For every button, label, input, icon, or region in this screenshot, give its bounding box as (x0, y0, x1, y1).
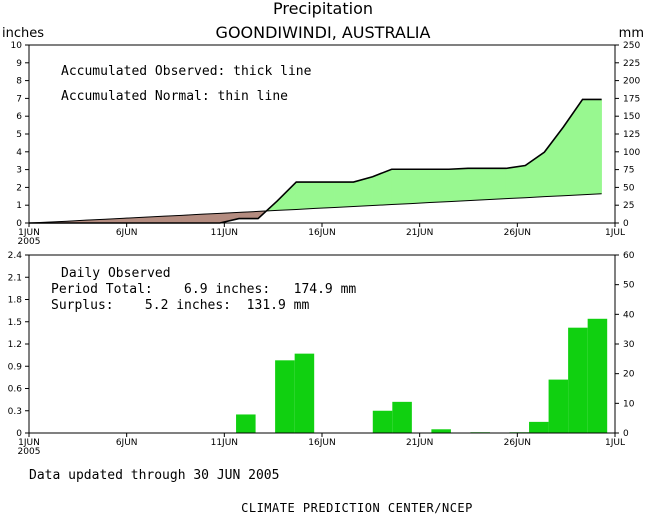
accumulated-right-tick-label: 250 (623, 41, 640, 51)
daily-bar (372, 410, 393, 433)
surplus-area (372, 168, 392, 206)
credit-line: CLIMATE PREDICTION CENTER/NCEP (241, 501, 473, 515)
daily-bar (529, 421, 549, 433)
surplus-area (276, 181, 297, 211)
daily-left-tick-label: 2.4 (8, 251, 23, 261)
surplus-area (410, 168, 431, 204)
daily-left-tick-label: 1.5 (8, 318, 22, 328)
period-total-label: Period Total: 6.9 inches: 174.9 mm (51, 282, 356, 297)
daily-left-tick-label: 0.6 (8, 385, 23, 395)
daily-left-tick-label: 0 (16, 429, 22, 439)
surplus-label: Surplus: 5.2 inches: 131.9 mm (51, 298, 309, 313)
chart-title: Precipitation (273, 0, 373, 18)
daily-bar (587, 318, 608, 433)
accumulated-right-tick-label: 175 (623, 94, 640, 104)
left-unit-label: inches (2, 26, 44, 41)
daily-right-tick-label: 50 (623, 281, 635, 291)
daily-bar (275, 360, 295, 433)
daily-bars-layer (236, 318, 608, 434)
accumulated-x-tick-label: 1JUL (605, 228, 625, 238)
accumulated-right-tick-label: 25 (623, 201, 634, 211)
daily-observed-label: Daily Observed (61, 266, 171, 281)
daily-ticks: 0 0.3 0.6 0.9 1.2 1.5 1.8 2.1 2.4 0 10 20 30 40 50 60 1J… (8, 251, 635, 457)
daily-right-tick-label: 10 (623, 399, 635, 409)
annotation-normal: Accumulated Normal: thin line (61, 89, 288, 104)
daily-x-tick-label: 6JUN (116, 438, 138, 448)
surplus-area (582, 99, 602, 195)
daily-left-tick-label: 1.2 (8, 340, 22, 350)
daily-bar (236, 414, 256, 433)
daily-x-tick-label: 16JUN (308, 438, 335, 448)
surplus-area (467, 168, 488, 201)
accumulated-left-tick-label: 4 (16, 148, 22, 158)
accumulated-x-tick-label: 1JUN (18, 228, 40, 238)
accumulated-right-tick-label: 225 (623, 59, 640, 69)
daily-right-tick-label: 40 (623, 310, 635, 320)
daily-left-tick-label: 2.1 (8, 273, 22, 283)
accumulated-left-tick-label: 6 (16, 112, 22, 122)
accumulated-x-tick-label: 21JUN (406, 228, 433, 238)
accumulated-right-tick-label: 125 (623, 130, 640, 140)
daily-right-tick-label: 0 (623, 429, 629, 439)
daily-bar (294, 353, 315, 433)
normal-line (28, 193, 602, 224)
annotation-observed: Accumulated Observed: thick line (61, 64, 312, 79)
daily-right-tick-label: 20 (623, 370, 635, 380)
surplus-area (334, 181, 354, 208)
daily-left-tick-label: 0.9 (8, 362, 23, 372)
surplus-area (315, 181, 335, 209)
accumulated-right-tick-label: 50 (623, 183, 635, 193)
accumulated-right-tick-label: 0 (623, 219, 629, 229)
daily-x-tick-label: 26JUN (504, 438, 531, 448)
accumulated-left-tick-label: 9 (16, 59, 22, 69)
accumulated-left-tick-label: 7 (16, 94, 22, 104)
accumulated-x-tick-label: 11JUN (211, 228, 238, 238)
accumulated-x-tick-label: 16JUN (308, 228, 335, 238)
accumulated-right-tick-label: 100 (623, 148, 640, 158)
daily-right-tick-label: 60 (623, 251, 635, 261)
daily-x-tick-label: 1JUN (18, 438, 40, 448)
accumulated-left-tick-label: 2 (16, 183, 22, 193)
surplus-area (391, 168, 412, 205)
daily-right-tick-label: 30 (623, 340, 635, 350)
surplus-area (486, 168, 507, 200)
surplus-area (448, 168, 469, 202)
accumulated-x-tick-label: 6JUN (116, 228, 138, 238)
daily-x-tick-label: 11JUN (211, 438, 238, 448)
daily-bar (431, 429, 451, 433)
surplus-area (544, 126, 564, 197)
accumulated-right-tick-label: 75 (623, 166, 634, 176)
accumulated-left-tick-label: 0 (16, 219, 22, 229)
accumulated-left-tick-label: 3 (16, 166, 22, 176)
accumulated-left-tick-label: 8 (16, 77, 22, 87)
accumulated-fill-layer (28, 98, 602, 224)
chart-subtitle: GOONDIWINDI, AUSTRALIA (216, 23, 431, 42)
daily-x-tick-label: 21JUN (406, 438, 433, 448)
accumulated-right-tick-label: 150 (623, 112, 640, 122)
deficit-area (200, 213, 221, 224)
accumulated-left-tick-label: 1 (16, 201, 22, 211)
daily-x-year-label: 2005 (18, 447, 41, 457)
surplus-area (429, 168, 450, 203)
daily-bar (568, 327, 588, 433)
daily-x-tick-label: 1JUL (605, 438, 625, 448)
daily-bar (548, 379, 569, 433)
data-updated-note: Data updated through 30 JUN 2005 (29, 468, 279, 483)
surplus-area (295, 181, 316, 210)
daily-left-tick-label: 1.8 (8, 296, 23, 306)
daily-bar (392, 401, 412, 433)
daily-panel: 0 0.3 0.6 0.9 1.2 1.5 1.8 2.1 2.4 0 10 20 30 40 50 60 1J… (8, 251, 635, 457)
accumulated-right-tick-label: 200 (623, 77, 640, 87)
accumulated-left-tick-label: 10 (11, 41, 23, 51)
accumulated-left-tick-label: 5 (16, 130, 22, 140)
accumulated-x-tick-label: 26JUN (504, 228, 531, 238)
daily-left-tick-label: 0.3 (8, 407, 22, 417)
accumulated-panel: 0123456789100255075100125150175200225250… (11, 41, 641, 247)
surplus-area (505, 165, 526, 199)
right-unit-label: mm (619, 26, 644, 41)
accumulated-ticks: 0123456789100255075100125150175200225250… (11, 41, 641, 247)
accumulated-x-year-label: 2005 (18, 237, 41, 247)
